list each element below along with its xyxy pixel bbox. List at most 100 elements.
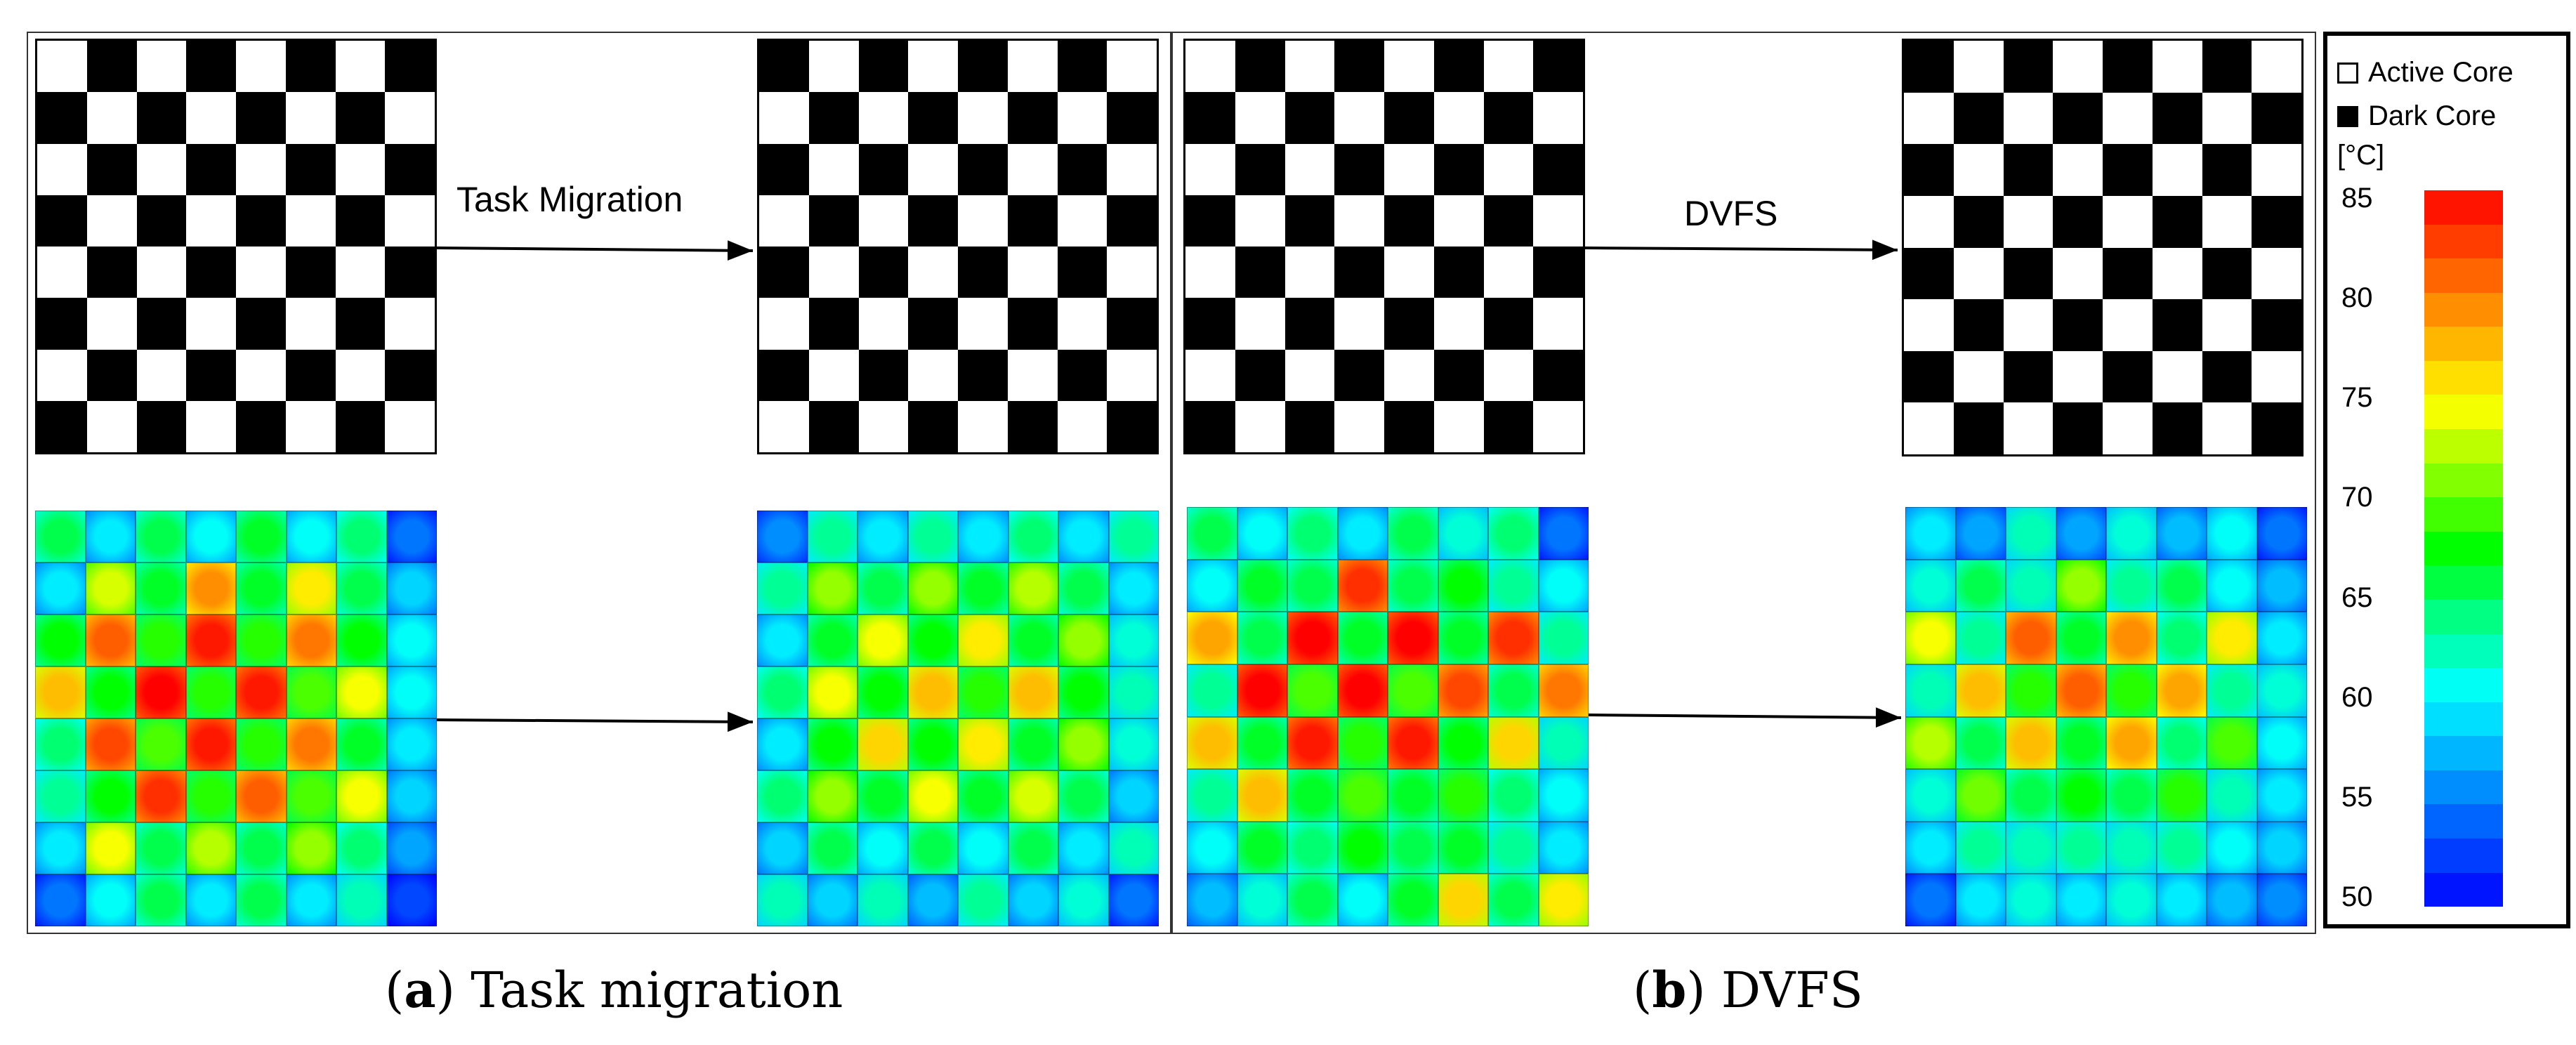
heatmap-cell [2256,664,2307,717]
dark-core-cell [1107,195,1157,247]
active-core-cell [37,247,87,298]
active-core-cell [1384,247,1434,298]
active-core-cell [1483,247,1534,298]
caption-b: (b) DVFS [1633,961,1863,1019]
heatmap-cell [85,770,136,822]
heatmap-cell [185,563,236,614]
caption-b-text: DVFS [1705,961,1863,1019]
dark-core-cell [385,143,435,195]
heatmap-cell [2006,664,2056,717]
heatmap-cell [1955,716,2006,770]
heatmap-cell [757,511,808,563]
heatmap-cell [1237,507,1287,560]
active-core-cell [2053,350,2103,403]
heatmap-cell [2106,612,2157,664]
heatmap-a-after [757,511,1159,926]
heatmap-cell [1955,612,2006,664]
active-core-cell [86,298,137,350]
color-band [2424,327,2503,361]
heatmap-cell [757,718,808,770]
heatmap-cell [185,874,236,926]
dark-core-cell [136,400,187,452]
heatmap-cell [236,511,287,563]
dark-core-cell [2003,350,2053,403]
scale-tick-label: 65 [2341,581,2373,613]
heatmap-cell [386,822,437,874]
heatmap-cell [236,614,287,666]
color-band [2424,360,2503,395]
dark-core-cell [1235,143,1285,195]
active-core-cell [2252,350,2301,403]
dark-core-cell [2103,350,2153,403]
active-core-cell [37,349,87,401]
heatmap-cell [1488,612,1539,664]
heatmap-cell [2256,612,2307,664]
dark-core-cell [2003,247,2053,300]
dark-core-cell [2053,402,2103,454]
dark-core-cell [2152,299,2202,351]
dark-core-cell [2103,247,2153,300]
dark-core-cell [285,349,336,401]
heatmap-cell [336,563,387,614]
heatmap-cell [907,563,958,614]
heatmap-cell [1237,716,1287,770]
active-core-cell [1904,299,1954,351]
active-core-cell [186,298,236,350]
color-band [2424,804,2503,839]
dark-core-cell [1483,298,1534,350]
dark-core-cell [1057,349,1108,401]
active-core-cell [1284,41,1335,93]
active-core-cell [1235,400,1285,452]
active-core-cell [1235,195,1285,247]
heatmap-cell [1905,559,1956,612]
heatmap-cell [1008,666,1058,718]
active-core-cell [236,41,286,93]
heatmap-cell [185,614,236,666]
legend: Active Core Dark Core [°C] 85 80 75 70 65 60 5… [2323,32,2570,928]
active-core-cell [1953,350,2004,403]
heatmap-cell [2056,874,2106,926]
dark-core-cell [2103,144,2153,196]
active-core-cell [1533,400,1583,452]
active-core-cell [1007,349,1058,401]
heatmap-cell [1337,769,1388,822]
heatmap-cell [1287,874,1338,926]
dark-core-cell [958,143,1008,195]
heatmap-cell [907,822,958,874]
heatmap-cell [1287,716,1338,770]
color-band [2424,599,2503,634]
heatmap-cell [1388,664,1438,717]
dark-core-cell [186,247,236,298]
heatmap-cell [2006,559,2056,612]
active-core-cell [858,400,909,452]
color-band [2424,429,2503,464]
heatmap-cell [286,770,336,822]
heatmap-cell [2006,874,2056,926]
dark-core-cell [1057,143,1108,195]
heatmap-cell [236,822,287,874]
heatmap-cell [1287,507,1338,560]
heatmap-cell [1438,664,1488,717]
dark-core-cell [1904,350,1954,403]
active-core-cell [1904,195,1954,248]
heatmap-cell [286,718,336,770]
dark-core-cell [2252,299,2301,351]
heatmap-cell [1337,874,1388,926]
active-core-cell [2003,299,2053,351]
active-core-cell [335,247,386,298]
active-core-cell [2252,247,2301,300]
active-core-cell [1057,195,1108,247]
active-core-cell [335,143,386,195]
active-core-cell [86,92,137,144]
dark-core-cell [958,349,1008,401]
heatmap-cell [236,718,287,770]
active-core-cell [2003,92,2053,145]
active-core-cell [1953,247,2004,300]
dark-core-cell [1533,143,1583,195]
active-core-cell [2053,247,2103,300]
heatmap-cell [958,770,1008,822]
heatmap-cell [757,770,808,822]
active-core-cell [1007,247,1058,298]
heatmap-cell [1538,507,1589,560]
active-core-cell [1007,143,1058,195]
